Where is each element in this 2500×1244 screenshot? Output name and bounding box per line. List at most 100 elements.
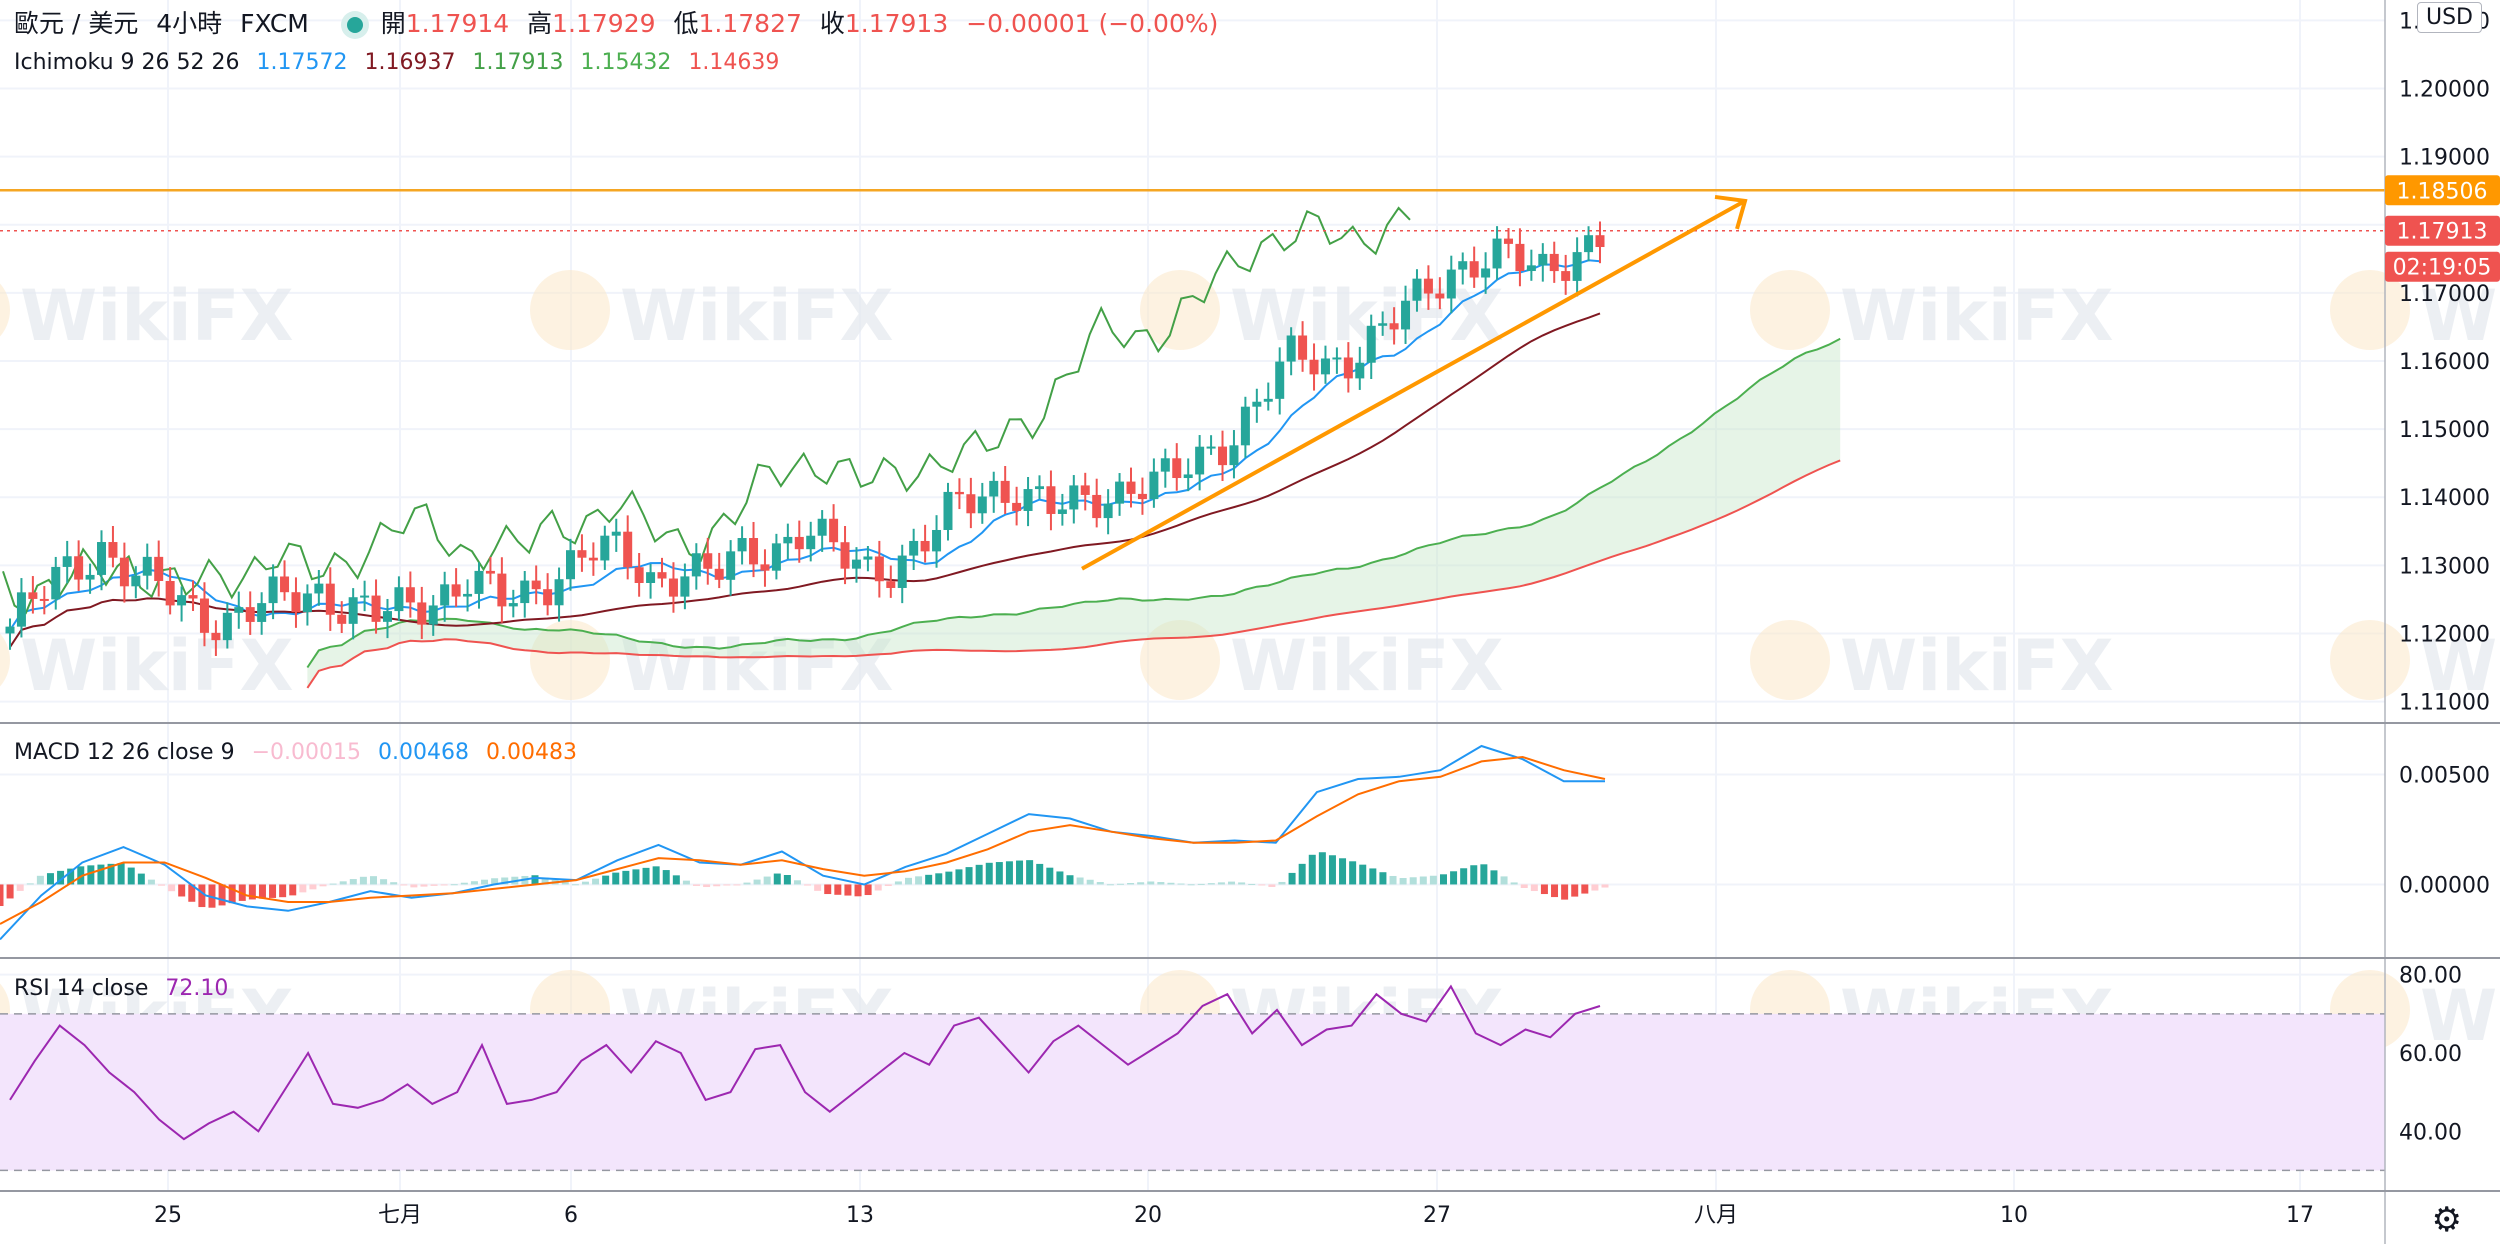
candle-body — [932, 529, 942, 552]
watermark-logo-icon — [1750, 620, 1830, 700]
ichimoku-lines — [2, 206, 1601, 648]
candle-body — [566, 550, 576, 580]
candle-body — [325, 583, 335, 615]
high-label: 高 — [527, 9, 553, 38]
candle-body — [1549, 253, 1559, 272]
macd-histogram-bar — [602, 875, 610, 885]
macd-histogram-bar — [703, 884, 711, 888]
macd-histogram-bar — [450, 884, 458, 886]
candle-body — [1206, 446, 1216, 449]
candle-body — [680, 576, 690, 597]
candle-body — [1538, 253, 1548, 266]
ichimoku-legend[interactable]: Ichimoku 9 26 52 26 1.17572 1.16937 1.17… — [14, 50, 789, 75]
macd-histogram-bar — [369, 876, 377, 885]
macd-histogram-bar — [329, 883, 337, 885]
gear-icon[interactable]: ⚙ — [2431, 1200, 2462, 1240]
macd-histogram-bar — [1268, 884, 1276, 887]
macd-histogram-bar — [1339, 858, 1347, 885]
watermark-logo-icon — [530, 620, 610, 700]
ichimoku-label: Ichimoku 9 26 52 26 — [14, 50, 240, 75]
candle-body — [783, 536, 793, 544]
macd-histogram-bar — [1369, 868, 1377, 885]
price-tick-label: 1.17000 — [2399, 282, 2490, 307]
candle-body — [749, 538, 759, 565]
candle-body — [371, 595, 381, 622]
candle-body — [543, 589, 553, 606]
candle-body — [851, 559, 861, 569]
candle-body — [1378, 323, 1388, 326]
macd-histogram-bar — [1127, 883, 1135, 885]
candle-body — [920, 540, 930, 552]
trendline — [1081, 199, 1746, 571]
macd-histogram-bar — [915, 876, 923, 885]
macd-histogram-bar — [844, 884, 852, 896]
macd-histogram-bar — [430, 884, 438, 886]
candle-body — [154, 556, 164, 581]
price-levels — [0, 189, 2385, 232]
ichimoku-cloud — [306, 337, 1841, 689]
macd-histogram-bar — [1561, 884, 1569, 900]
time-tick-label: 10 — [2000, 1203, 2028, 1228]
macd-histogram-bar — [97, 864, 105, 885]
candle-body — [177, 595, 187, 606]
candle-body — [1195, 446, 1205, 475]
price-tick-label: 1.16000 — [2399, 350, 2490, 375]
candle-body — [611, 531, 621, 536]
macd-histogram-bar — [1409, 877, 1417, 885]
candle-body — [474, 570, 484, 594]
macd-histogram-bar — [682, 880, 690, 885]
candle-body — [737, 538, 747, 552]
candle-body — [1115, 481, 1125, 504]
symbol-name[interactable]: 歐元 / 美元 — [14, 9, 139, 38]
candle-body — [97, 542, 107, 575]
candle-body — [760, 564, 770, 571]
candle-body — [485, 570, 495, 574]
candle-body — [463, 593, 473, 597]
candle-body — [588, 557, 598, 561]
candle-body — [977, 496, 987, 514]
currency-button[interactable]: USD — [2416, 2, 2482, 33]
symbol-header: 歐元 / 美元 4小時 FXCM 開1.17914 高1.17929 低1.17… — [14, 4, 1228, 40]
macd-histogram-bar — [622, 870, 630, 885]
macd-histogram-bar — [1248, 883, 1256, 885]
rsi-band — [0, 1013, 2385, 1171]
ichimoku-conversion-value: 1.17572 — [256, 50, 348, 75]
macd-histogram-bar — [299, 884, 307, 893]
macd-histogram-bar — [743, 882, 751, 885]
watermark-logo-icon — [2330, 620, 2410, 700]
macd-label: MACD 12 26 close 9 — [14, 740, 235, 765]
macd-legend[interactable]: MACD 12 26 close 9 −0.00015 0.00468 0.00… — [14, 740, 587, 765]
price-tick-label: 1.11000 — [2399, 691, 2490, 716]
macd-histogram-bar — [309, 884, 317, 890]
rsi-tick-label: 40.00 — [2399, 1120, 2462, 1145]
time-tick-label: 27 — [1423, 1203, 1451, 1228]
candle-body — [85, 574, 95, 580]
candle-body — [280, 576, 290, 593]
candle-body — [668, 578, 678, 597]
candle-body — [199, 598, 209, 633]
macd-histogram-bar — [410, 884, 418, 888]
candle-body — [909, 540, 919, 556]
candle-body — [337, 614, 347, 624]
candle-body — [394, 587, 404, 612]
candle-body — [1172, 458, 1182, 479]
macd-histogram-bar — [1187, 884, 1195, 886]
candle-body — [131, 575, 141, 587]
macd-histogram-bar — [400, 884, 408, 886]
trendline-arrow[interactable] — [1081, 194, 1748, 571]
candle-body — [714, 568, 724, 580]
interval-label[interactable]: 4小時 — [156, 9, 223, 38]
macd-histogram-bar — [1318, 852, 1326, 885]
macd-histogram-bar — [904, 877, 912, 885]
watermark-text: WikiFX — [20, 625, 294, 707]
macd-histogram-bar — [1571, 884, 1579, 897]
open-value: 1.17914 — [405, 9, 510, 38]
macd-histogram-bar — [339, 881, 347, 885]
macd-histogram-bar — [168, 884, 176, 892]
macd-histogram-bar — [218, 884, 226, 906]
candle-body — [222, 612, 232, 641]
macd-histogram-bar — [1217, 882, 1225, 885]
macd-histogram-bar — [612, 872, 620, 885]
rsi-legend[interactable]: RSI 14 close 72.10 — [14, 976, 238, 1001]
